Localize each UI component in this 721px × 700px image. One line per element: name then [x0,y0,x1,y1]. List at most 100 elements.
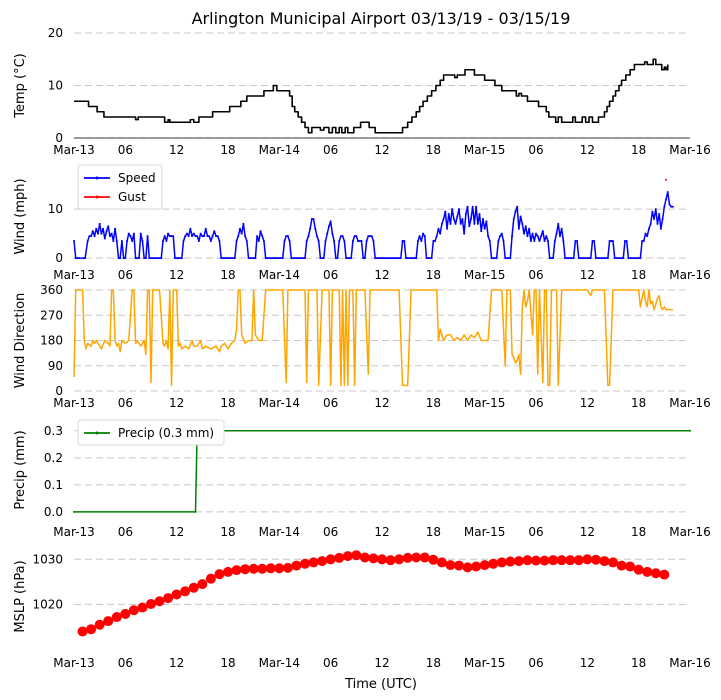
series-marker-wind [327,225,330,228]
series-marker-wind [478,213,481,216]
series-marker-wind [321,257,324,260]
series-marker-wind [517,227,520,230]
series-marker-wind [189,227,192,230]
ylabel-mslp: MSLP (hPa) [13,560,28,632]
mslp-point [223,566,233,577]
series-marker-wind [187,235,190,238]
panel-mslp: 1020 1030 Mar-13 06 12 18 Mar-14 06 12 18 Mar-15 06… [13,550,711,670]
series-marker-wind [213,230,216,233]
mslp-point [154,596,165,607]
xtick-label-temp: 12 [580,143,595,157]
series-marker-wind [262,239,265,242]
series-marker-wind [223,257,226,260]
series-marker-wind [247,257,250,260]
series-marker-wind [151,257,154,260]
series-marker-wind [131,239,134,242]
series-marker-wind [120,239,123,242]
xtick-label-wind: 12 [580,268,595,282]
series-marker-wind [442,217,445,220]
xtick-label-direction: 18 [426,396,441,410]
series-marker-wind [143,257,146,260]
ytick-label-direction: 90 [48,359,63,373]
xtick-label-wind: 18 [220,268,235,282]
xtick-label-wind: 18 [426,268,441,282]
xtick-label-direction: 18 [220,396,235,410]
series-marker-wind [244,235,247,238]
series-marker-wind [230,257,233,260]
series-marker-wind [572,257,575,260]
series-marker-wind [601,257,604,260]
series-marker-wind [268,257,271,260]
series-marker-wind [286,235,289,238]
series-marker-wind [430,257,433,260]
series-marker-wind [203,235,206,238]
series-marker-wind [533,239,536,242]
xtick-label-temp: 12 [169,143,184,157]
series-marker-wind [163,235,166,238]
series-marker-wind [550,257,553,260]
mslp-point [659,569,670,580]
series-marker-wind [297,257,300,260]
mslp-point [479,560,490,571]
series-marker-wind [617,257,620,260]
series-marker-wind [464,213,467,216]
series-marker-wind [119,257,122,260]
series-marker-wind [252,257,255,260]
panel-temp: 0 10 20 Mar-13 06 12 18 Mar-14 06 12 18 Mar-15 06 12 1… [13,26,711,157]
ytick-label-temp: 20 [48,26,63,40]
xtick-label-precip: 18 [631,525,646,539]
series-marker-wind [535,232,537,235]
series-marker-wind [665,178,668,181]
series-marker-wind [170,235,173,238]
series-marker-wind [74,257,77,260]
series-marker-wind [377,257,380,260]
series-marker-wind [177,257,180,260]
series-marker-wind [117,257,120,260]
series-marker-wind [406,257,409,260]
series-marker-wind [656,222,659,225]
series-marker-wind [259,230,262,233]
xtick-label-direction: 06 [323,396,338,410]
series-marker-wind [86,239,89,242]
legend-box-precip [77,419,225,446]
legend-box-wind [77,164,163,210]
series-marker-wind [605,257,608,260]
series-marker-wind [570,257,573,260]
mslp-point [377,554,387,565]
series-marker-wind [647,227,650,230]
ytick-label-wind: 0 [55,251,63,265]
series-marker-wind [326,232,329,235]
panel-wind: 0 10 Mar-13 06 12 18 Mar-14 06 12 18 Mar-15 06 12 18 M… [13,164,711,282]
series-marker-wind [245,239,248,242]
series-marker-wind [273,257,276,260]
series-marker-wind [148,257,151,260]
xtick-label-direction: 06 [528,396,543,410]
mslp-point [325,554,336,565]
series-marker-wind [146,235,149,238]
series-marker-wind [399,257,402,260]
mslp-point [274,563,285,574]
series-marker-wind [608,239,611,242]
series-marker-wind [372,239,375,242]
series-marker-wind [126,239,129,242]
ytick-label-precip: 0.3 [44,424,63,438]
series-marker-wind [288,239,291,242]
series-marker-wind [428,257,431,260]
mslp-point [128,605,139,616]
series-marker-wind [367,235,370,238]
series-marker-wind [600,257,603,260]
mslp-point [231,565,242,576]
series-marker-wind [115,239,118,242]
legend-label-wind: Speed [118,171,156,185]
series-marker-wind [564,257,567,260]
mslp-point [368,553,379,564]
series-marker-wind [410,257,413,260]
series-marker-wind [569,257,572,260]
series-marker-wind [141,239,144,242]
mslp-point [522,555,533,566]
series-marker-wind [456,215,459,218]
series-marker-wind [91,230,94,233]
series-marker-wind [276,257,279,260]
legend-marker-wind [95,176,99,180]
series-marker-wind [413,257,416,260]
